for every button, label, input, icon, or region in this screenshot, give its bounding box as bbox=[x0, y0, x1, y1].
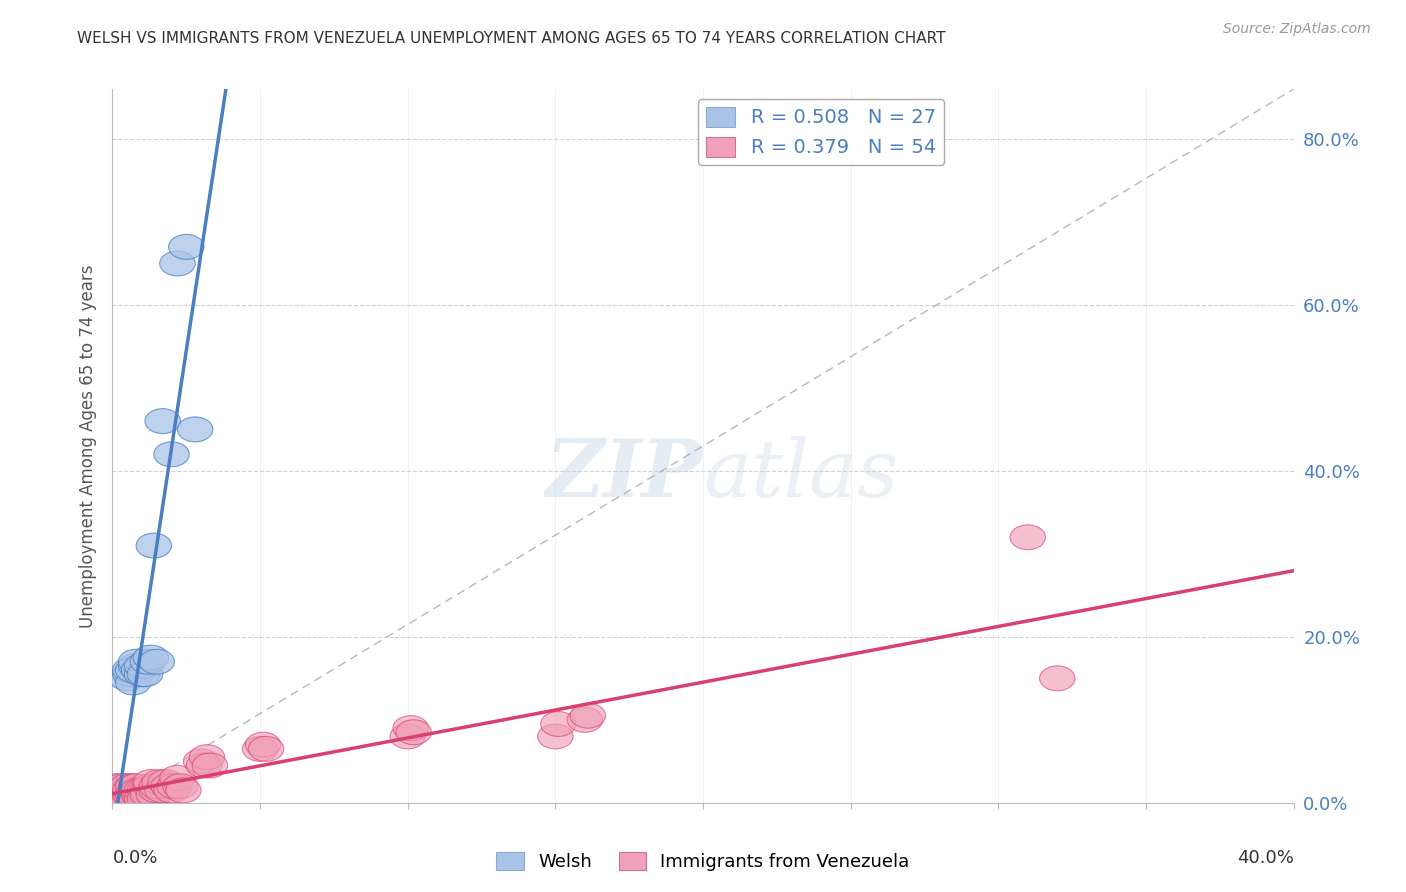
Ellipse shape bbox=[242, 737, 278, 761]
Ellipse shape bbox=[98, 786, 134, 811]
Ellipse shape bbox=[160, 765, 195, 790]
Ellipse shape bbox=[115, 657, 150, 682]
Ellipse shape bbox=[139, 778, 174, 803]
Ellipse shape bbox=[567, 707, 603, 732]
Ellipse shape bbox=[245, 732, 281, 757]
Ellipse shape bbox=[139, 773, 174, 798]
Ellipse shape bbox=[136, 782, 172, 807]
Ellipse shape bbox=[115, 782, 150, 807]
Ellipse shape bbox=[145, 409, 180, 434]
Ellipse shape bbox=[115, 773, 150, 798]
Ellipse shape bbox=[396, 720, 432, 745]
Ellipse shape bbox=[1039, 666, 1076, 690]
Ellipse shape bbox=[148, 770, 183, 795]
Ellipse shape bbox=[153, 442, 190, 467]
Ellipse shape bbox=[537, 724, 574, 749]
Text: WELSH VS IMMIGRANTS FROM VENEZUELA UNEMPLOYMENT AMONG AGES 65 TO 74 YEARS CORREL: WELSH VS IMMIGRANTS FROM VENEZUELA UNEMP… bbox=[77, 31, 946, 46]
Ellipse shape bbox=[150, 773, 186, 798]
Text: atlas: atlas bbox=[703, 436, 898, 513]
Ellipse shape bbox=[136, 533, 172, 558]
Ellipse shape bbox=[163, 773, 198, 798]
Ellipse shape bbox=[121, 657, 157, 682]
Ellipse shape bbox=[389, 724, 426, 749]
Y-axis label: Unemployment Among Ages 65 to 74 years: Unemployment Among Ages 65 to 74 years bbox=[79, 264, 97, 628]
Ellipse shape bbox=[118, 773, 153, 798]
Ellipse shape bbox=[112, 657, 148, 682]
Ellipse shape bbox=[98, 782, 134, 807]
Ellipse shape bbox=[160, 251, 195, 276]
Ellipse shape bbox=[104, 773, 139, 798]
Ellipse shape bbox=[104, 782, 139, 807]
Ellipse shape bbox=[249, 737, 284, 761]
Ellipse shape bbox=[107, 782, 142, 807]
Text: 40.0%: 40.0% bbox=[1237, 849, 1294, 867]
Ellipse shape bbox=[134, 645, 169, 670]
Ellipse shape bbox=[169, 235, 204, 260]
Ellipse shape bbox=[101, 782, 136, 807]
Ellipse shape bbox=[112, 778, 148, 803]
Ellipse shape bbox=[142, 770, 177, 795]
Ellipse shape bbox=[101, 782, 136, 807]
Ellipse shape bbox=[190, 745, 225, 770]
Ellipse shape bbox=[127, 778, 163, 803]
Ellipse shape bbox=[101, 778, 136, 803]
Ellipse shape bbox=[98, 773, 134, 798]
Ellipse shape bbox=[110, 778, 145, 803]
Text: ZIP: ZIP bbox=[546, 436, 703, 513]
Ellipse shape bbox=[118, 649, 153, 674]
Ellipse shape bbox=[139, 649, 174, 674]
Ellipse shape bbox=[124, 778, 160, 803]
Ellipse shape bbox=[186, 753, 222, 778]
Ellipse shape bbox=[157, 773, 193, 798]
Ellipse shape bbox=[193, 753, 228, 778]
Ellipse shape bbox=[115, 670, 150, 695]
Text: Source: ZipAtlas.com: Source: ZipAtlas.com bbox=[1223, 22, 1371, 37]
Ellipse shape bbox=[118, 654, 153, 678]
Text: 0.0%: 0.0% bbox=[112, 849, 157, 867]
Ellipse shape bbox=[1010, 524, 1046, 549]
Ellipse shape bbox=[112, 782, 148, 807]
Ellipse shape bbox=[394, 715, 429, 740]
Ellipse shape bbox=[110, 666, 145, 690]
Ellipse shape bbox=[121, 778, 157, 803]
Ellipse shape bbox=[107, 778, 142, 803]
Ellipse shape bbox=[131, 649, 166, 674]
Ellipse shape bbox=[177, 417, 212, 442]
Ellipse shape bbox=[145, 778, 180, 803]
Legend: Welsh, Immigrants from Venezuela: Welsh, Immigrants from Venezuela bbox=[489, 845, 917, 879]
Ellipse shape bbox=[110, 782, 145, 807]
Ellipse shape bbox=[131, 782, 166, 807]
Ellipse shape bbox=[121, 782, 157, 807]
Ellipse shape bbox=[127, 662, 163, 687]
Ellipse shape bbox=[571, 703, 606, 728]
Ellipse shape bbox=[101, 778, 136, 803]
Ellipse shape bbox=[124, 786, 160, 811]
Ellipse shape bbox=[107, 773, 142, 798]
Ellipse shape bbox=[112, 662, 148, 687]
Ellipse shape bbox=[118, 778, 153, 803]
Ellipse shape bbox=[166, 778, 201, 803]
Ellipse shape bbox=[110, 773, 145, 798]
Ellipse shape bbox=[131, 778, 166, 803]
Ellipse shape bbox=[183, 749, 219, 773]
Ellipse shape bbox=[127, 786, 163, 811]
Legend: R = 0.508   N = 27, R = 0.379   N = 54: R = 0.508 N = 27, R = 0.379 N = 54 bbox=[699, 99, 943, 165]
Ellipse shape bbox=[104, 782, 139, 807]
Ellipse shape bbox=[107, 778, 142, 803]
Ellipse shape bbox=[134, 773, 169, 798]
Ellipse shape bbox=[134, 770, 169, 795]
Ellipse shape bbox=[124, 662, 160, 687]
Ellipse shape bbox=[540, 712, 576, 737]
Ellipse shape bbox=[124, 654, 160, 678]
Ellipse shape bbox=[153, 778, 190, 803]
